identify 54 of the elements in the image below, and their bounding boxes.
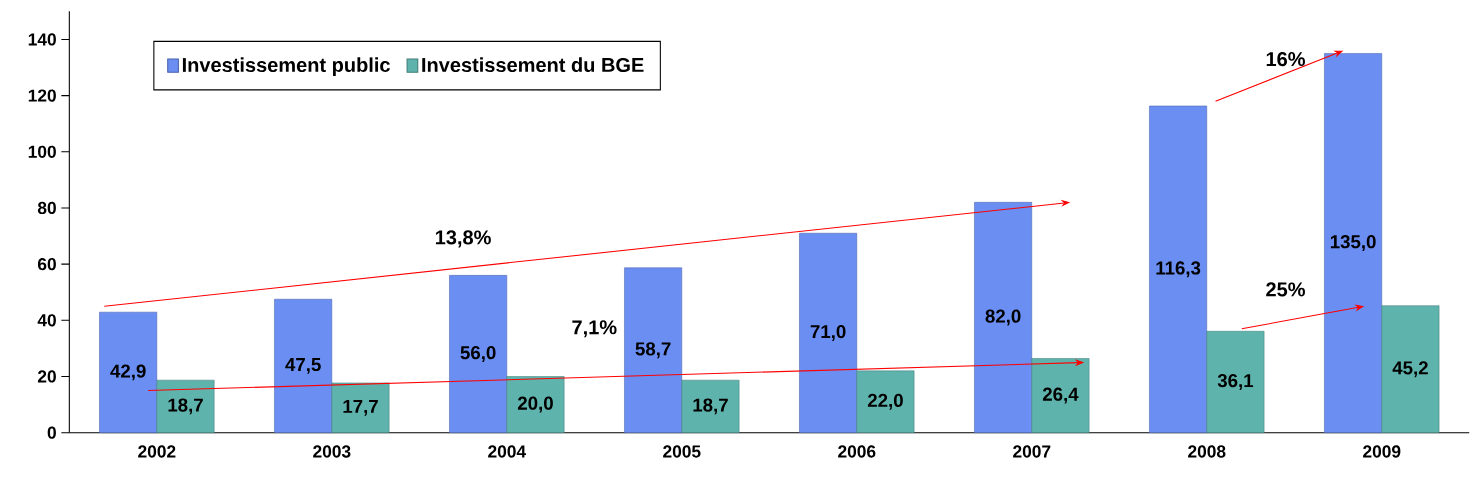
bar: [681, 379, 740, 433]
annotation: 25%: [1266, 282, 1305, 297]
data-label: 71,0: [810, 324, 846, 341]
data-label: 56,0: [460, 346, 496, 362]
x-tick-label: 2007: [1013, 445, 1051, 458]
x-tick-label: 2005: [663, 445, 701, 458]
data-label: 42,9: [110, 364, 146, 381]
bar: [1206, 331, 1265, 433]
bar: [449, 275, 508, 433]
y-tick-label: 60: [37, 257, 56, 271]
annotation: 7,1%: [572, 320, 617, 338]
y-tick-label: 80: [37, 201, 56, 215]
bar: [1381, 305, 1440, 433]
bar: [1031, 358, 1090, 433]
x-tick-label: 2008: [1188, 445, 1226, 458]
data-label: 135,0: [1330, 235, 1376, 252]
data-label: 36,1: [1217, 373, 1254, 390]
data-label: 47,5: [285, 358, 321, 374]
y-tick-label: 20: [37, 370, 56, 383]
data-label: 45,2: [1392, 361, 1428, 378]
annotation: 16%: [1266, 52, 1305, 67]
bar: [624, 267, 683, 433]
data-label: 82,0: [985, 309, 1021, 326]
y-tick-label: 140: [28, 33, 56, 46]
data-label: 18,7: [168, 398, 203, 415]
bar: [1149, 105, 1208, 433]
bar: [856, 370, 915, 433]
x-tick-label: 2004: [488, 445, 526, 458]
bar: [974, 202, 1033, 433]
bar: [1324, 53, 1383, 433]
annotation: 13,8%: [435, 230, 491, 248]
data-label: 18,7: [693, 398, 728, 415]
data-label: 17,7: [343, 399, 378, 416]
data-label: 22,0: [867, 393, 903, 410]
bar: [506, 376, 565, 433]
legend-label: Investissement du BGE: [422, 57, 644, 73]
x-tick-label: 2009: [1363, 445, 1401, 458]
data-label: 20,0: [517, 396, 553, 413]
x-tick-label: 2003: [313, 445, 351, 458]
bar: [799, 232, 858, 433]
bar: [156, 379, 215, 433]
y-tick-label: 40: [37, 314, 56, 327]
y-tick-label: 100: [28, 145, 56, 158]
data-label: 26,4: [1042, 387, 1079, 404]
y-tick-label: 0: [47, 426, 56, 439]
y-tick-label: 120: [28, 89, 56, 102]
legend-label: Investissement public: [182, 57, 390, 76]
bar: [99, 311, 158, 433]
x-tick-label: 2006: [838, 445, 876, 458]
data-label: 116,3: [1156, 261, 1201, 278]
bar: [274, 298, 333, 433]
x-tick-label: 2002: [138, 445, 176, 458]
bar: [331, 382, 390, 433]
data-label: 58,7: [635, 342, 671, 359]
